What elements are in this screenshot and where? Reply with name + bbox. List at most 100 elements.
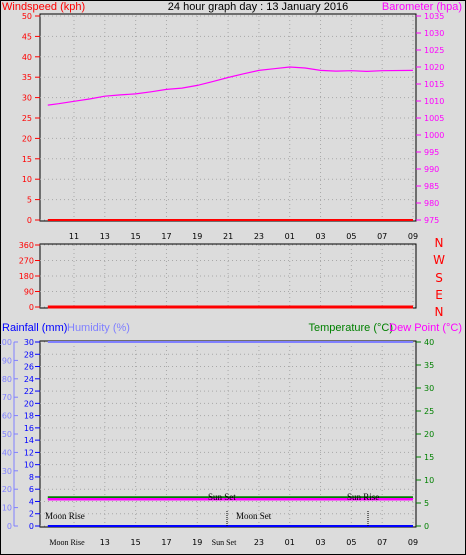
moon-set-label: Moon Set <box>236 511 272 521</box>
p1-xtick-11: 11 <box>69 232 79 241</box>
rainfall-tick-16: 16 <box>24 424 34 433</box>
windspeed-tick-30: 30 <box>22 94 32 103</box>
rainfall-tick-6: 6 <box>29 485 34 494</box>
p1-xtick-07: 07 <box>377 232 387 241</box>
temperature-tick-0: 0 <box>424 522 429 531</box>
humidity-tick-labels: 0 10 20 30 40 50 60 70 80 90 100 <box>0 338 12 531</box>
direction-tick-180: 180 <box>19 272 34 281</box>
p3-xtick-0: Moon Rise <box>49 538 85 547</box>
windspeed-axis-label: Windspeed (kph) <box>2 1 85 13</box>
p3-xtick-4: 19 <box>192 538 202 547</box>
barometer-tick-1015: 1015 <box>424 80 444 89</box>
p1-xtick-03: 03 <box>315 232 325 241</box>
rainfall-tick-4: 4 <box>29 497 34 506</box>
rainfall-tick-8: 8 <box>29 473 34 482</box>
windspeed-tick-25: 25 <box>22 114 32 123</box>
humidity-tick-40: 40 <box>2 448 12 457</box>
humidity-tick-90: 90 <box>2 356 12 365</box>
barometer-tick-990: 990 <box>424 165 439 174</box>
compass-E-3: E <box>435 288 443 302</box>
panel1-x-tick-labels: 11 13 15 17 19 21 23 01 03 05 07 09 <box>69 232 418 241</box>
humidity-tick-30: 30 <box>2 467 12 476</box>
barometer-tick-995: 995 <box>424 148 439 157</box>
barometer-tick-1005: 1005 <box>424 114 444 123</box>
rainfall-tick-14: 14 <box>24 436 34 445</box>
p3-xtick-9: 05 <box>346 538 356 547</box>
windspeed-tick-35: 35 <box>22 73 32 82</box>
p3-xtick-5: Sun Set <box>212 538 237 547</box>
temperature-tick-30: 30 <box>424 384 434 393</box>
p1-xtick-19: 19 <box>192 232 202 241</box>
windspeed-tick-40: 40 <box>22 53 32 62</box>
moon-rise-label: Moon Rise <box>45 511 85 521</box>
barometer-tick-1035: 1035 <box>424 12 444 21</box>
p1-xtick-09: 09 <box>408 232 418 241</box>
p1-xtick-23: 23 <box>254 232 264 241</box>
dewpoint-axis-label: Dew Point (°C) <box>389 322 462 334</box>
barometer-tick-1020: 1020 <box>424 63 444 72</box>
p3-xtick-6: 23 <box>254 538 264 547</box>
barometer-axis-label: Barometer (hpa) <box>382 1 462 13</box>
barometer-line <box>47 66 414 106</box>
windspeed-tick-labels: 0 5 10 15 20 25 30 35 40 45 50 <box>22 12 32 225</box>
windspeed-tick-50: 50 <box>22 12 32 21</box>
humidity-tick-70: 70 <box>2 393 12 402</box>
temperature-tick-15: 15 <box>424 453 434 462</box>
panel-wind-barometer: Windspeed (kph) 24 hour graph day : 13 J… <box>2 1 462 241</box>
barometer-tick-975: 975 <box>424 216 439 225</box>
windspeed-tick-20: 20 <box>22 134 32 143</box>
rainfall-tick-2: 2 <box>29 510 34 519</box>
barometer-tick-1025: 1025 <box>424 46 444 55</box>
direction-tick-90: 90 <box>24 288 34 297</box>
p3-xtick-8: 03 <box>315 538 325 547</box>
compass-N-0: N <box>435 236 444 250</box>
sun-rise-label: Sun Rise <box>347 492 379 502</box>
humidity-tick-100: 100 <box>0 338 12 347</box>
p1-xtick-01: 01 <box>285 232 295 241</box>
humidity-tick-0: 0 <box>7 522 12 531</box>
direction-tick-360: 360 <box>19 241 34 250</box>
temperature-tick-20: 20 <box>424 430 434 439</box>
p1-xtick-13: 13 <box>100 232 110 241</box>
temperature-axis-label: Temperature (°C) <box>309 322 393 334</box>
panel3-x-tick-labels: Moon Rise 13 15 17 19 Sun Set 23 01 03 05 07 09 <box>49 538 418 547</box>
humidity-tick-80: 80 <box>2 375 12 384</box>
rainfall-tick-28: 28 <box>24 350 34 359</box>
rainfall-tick-10: 10 <box>24 461 34 470</box>
temperature-tick-25: 25 <box>424 407 434 416</box>
barometer-tick-labels: 975 980 985 990 995 1000 1005 1010 1015 1020 1025 1… <box>424 12 444 225</box>
windspeed-tick-45: 45 <box>22 32 32 41</box>
p3-xtick-10: 07 <box>377 538 387 547</box>
sun-set-label: Sun Set <box>208 492 236 502</box>
p3-xtick-2: 15 <box>131 538 141 547</box>
barometer-tick-980: 980 <box>424 199 439 208</box>
p1-xtick-05: 05 <box>346 232 356 241</box>
humidity-tick-20: 20 <box>2 485 12 494</box>
barometer-tick-1000: 1000 <box>424 131 444 140</box>
humidity-tick-10: 10 <box>2 504 12 513</box>
panel3-series <box>47 341 413 527</box>
compass-W-1: W <box>433 253 445 267</box>
humidity-axis-label: Humidity (%) <box>67 322 130 334</box>
temperature-tick-5: 5 <box>424 499 429 508</box>
rainfall-tick-30: 30 <box>24 338 34 347</box>
windspeed-tick-5: 5 <box>27 196 32 205</box>
windspeed-tick-0: 0 <box>27 216 32 225</box>
barometer-tick-1030: 1030 <box>424 29 444 38</box>
panel-rain-humidity-temp: Rainfall (mm) Humidity (%) Temperature (… <box>0 322 462 547</box>
p3-xtick-7: 01 <box>285 538 295 547</box>
rainfall-tick-0: 0 <box>29 522 34 531</box>
p1-xtick-15: 15 <box>131 232 141 241</box>
windspeed-tick-15: 15 <box>22 155 32 164</box>
p3-xtick-1: 13 <box>100 538 110 547</box>
rainfall-tick-20: 20 <box>24 399 34 408</box>
rainfall-tick-12: 12 <box>24 448 34 457</box>
humidity-tick-50: 50 <box>2 430 12 439</box>
panel1-series <box>47 66 414 221</box>
temperature-tick-35: 35 <box>424 361 434 370</box>
temperature-tick-40: 40 <box>424 338 434 347</box>
